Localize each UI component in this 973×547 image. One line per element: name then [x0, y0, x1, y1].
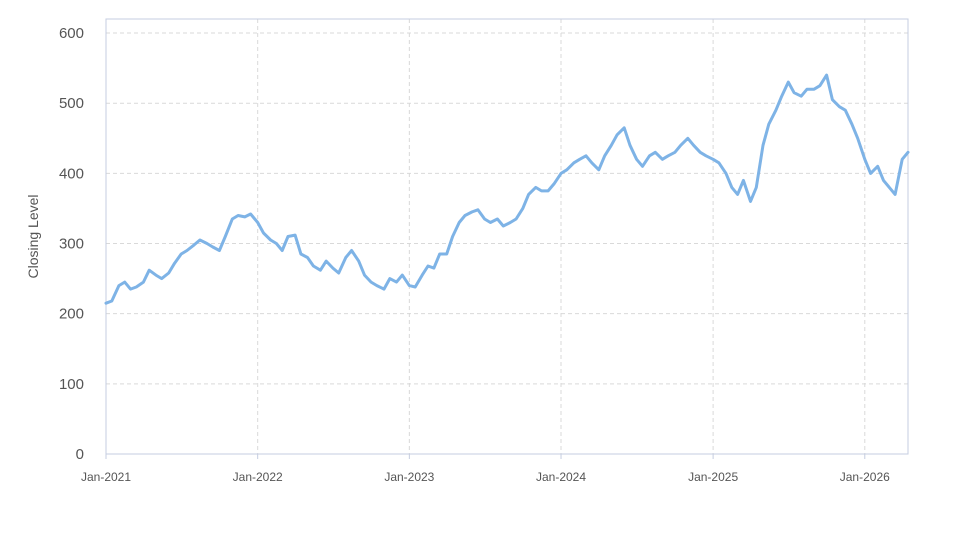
- x-tick-label: Jan-2026: [840, 470, 890, 484]
- y-tick-label: 300: [59, 236, 84, 253]
- y-axis-ticks: 0 100 200 300 400 500 600: [59, 25, 84, 463]
- x-tick-label: Jan-2021: [81, 470, 131, 484]
- y-tick-label: 500: [59, 95, 84, 112]
- y-tick-label: 0: [76, 446, 84, 463]
- y-tick-label: 200: [59, 306, 84, 323]
- y-tick-label: 400: [59, 165, 84, 182]
- x-tick-label: Jan-2023: [384, 470, 434, 484]
- grid-layer: [106, 19, 908, 454]
- x-axis-ticks: Jan-2021 Jan-2022 Jan-2023 Jan-2024 Jan-2025…: [81, 454, 890, 484]
- y-tick-label: 100: [59, 376, 84, 393]
- series-line: [104, 73, 910, 305]
- y-axis-label: Closing Level: [25, 194, 41, 278]
- x-tick-label: Jan-2025: [688, 470, 738, 484]
- x-tick-label: Jan-2024: [536, 470, 586, 484]
- plot-frame: [105, 18, 909, 455]
- x-tick-label: Jan-2022: [233, 470, 283, 484]
- y-tick-label: 600: [59, 25, 84, 42]
